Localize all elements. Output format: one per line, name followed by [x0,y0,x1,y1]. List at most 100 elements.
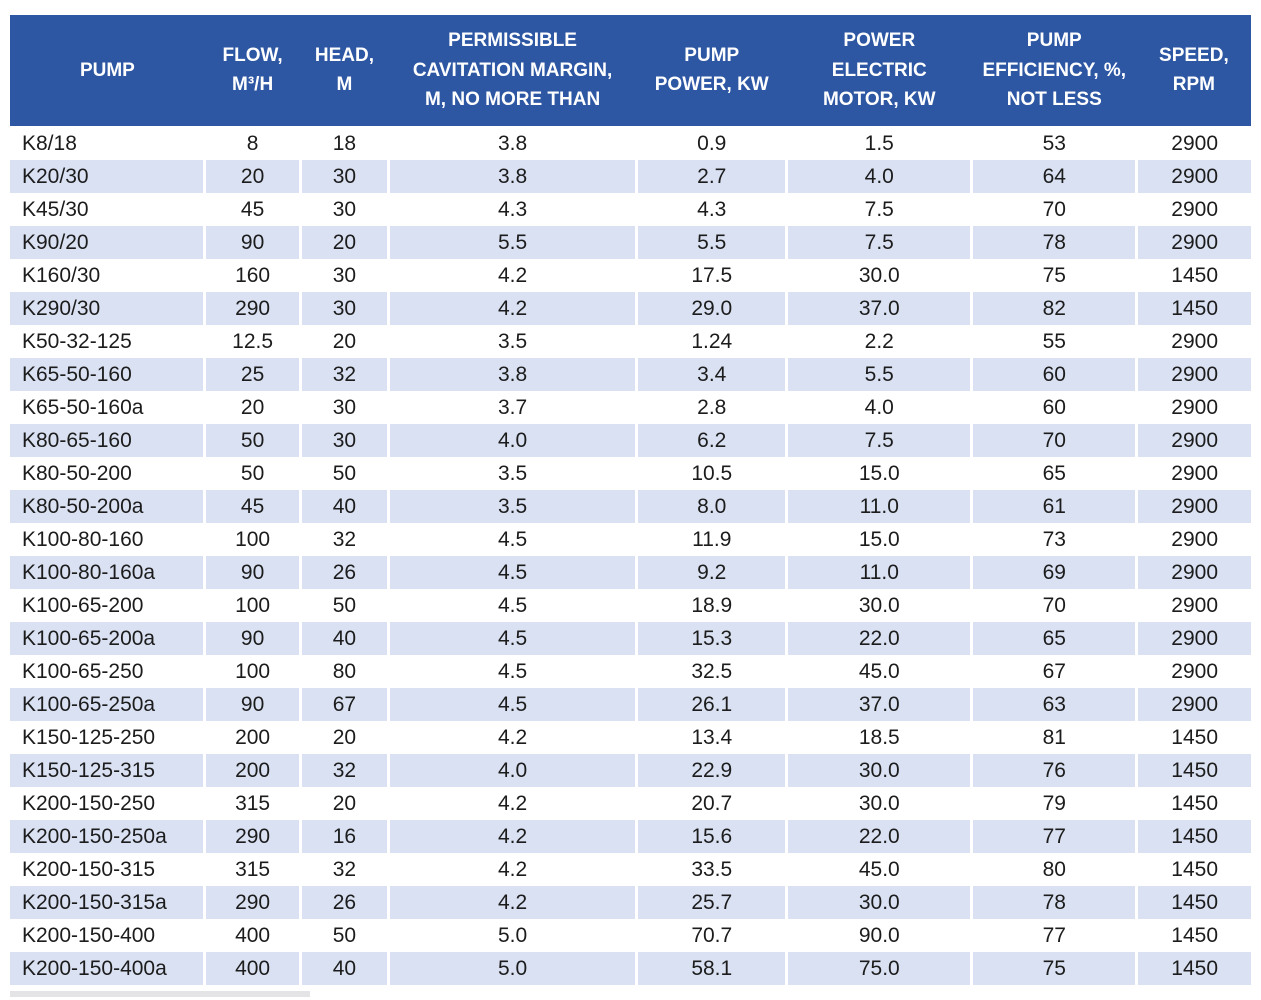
cell-speed: 2900 [1136,193,1251,226]
col-header-speed: SPEED, RPM [1136,15,1251,129]
cell-cavitation-margin: 3.8 [388,127,639,160]
cell-pump-name: K290/30 [10,292,207,325]
cell-speed: 2900 [1136,523,1251,556]
cell-pump-power: 29.0 [636,292,789,325]
cell-head: 30 [300,193,390,226]
cell-cavitation-margin: 3.5 [388,490,639,523]
cell-cavitation-margin: 4.5 [388,622,639,655]
cell-pump-name: K100-65-200a [10,622,207,655]
cell-pump-power: 8.0 [636,490,789,523]
cell-pump-power: 15.6 [636,820,789,853]
table-row: K65-50-160 25 32 3.8 3.4 5.5 60 2900 [10,358,1251,391]
cell-efficiency: 67 [971,655,1139,688]
col-header-flow: FLOW, M³/H [204,15,301,129]
cell-pump-name: K100-65-200 [10,589,207,622]
cell-efficiency: 78 [971,886,1139,919]
cell-motor-power: 11.0 [786,490,974,523]
table-row: K80-50-200 50 50 3.5 10.5 15.0 65 2900 [10,457,1251,490]
cell-efficiency: 70 [971,193,1139,226]
cell-motor-power: 7.5 [786,193,974,226]
table-row: K80-50-200a 45 40 3.5 8.0 11.0 61 2900 [10,490,1251,523]
cell-speed: 1450 [1136,259,1251,292]
col-header-pump: PUMP [10,15,205,129]
table-row: K200-150-400a 400 40 5.0 58.1 75.0 75 1450 [10,952,1251,985]
cell-cavitation-margin: 4.5 [388,556,639,589]
cell-pump-name: K65-50-160 [10,358,207,391]
cell-pump-power: 2.8 [636,391,789,424]
cell-pump-name: K200-150-315a [10,886,207,919]
cell-head: 30 [300,424,390,457]
cell-pump-power: 1.24 [636,325,789,358]
cell-motor-power: 30.0 [786,589,974,622]
header-row: PUMP FLOW, M³/H HEAD, M PERMISSIBLE CAVI… [10,15,1251,129]
cell-pump-name: K65-50-160a [10,391,207,424]
table-row: K45/30 45 30 4.3 4.3 7.5 70 2900 [10,193,1251,226]
cell-pump-power: 2.7 [636,160,789,193]
cell-pump-power: 9.2 [636,556,789,589]
cell-flow: 45 [204,193,302,226]
table-row: K100-80-160 100 32 4.5 11.9 15.0 73 2900 [10,523,1251,556]
cell-speed: 2900 [1136,391,1251,424]
cell-head: 32 [300,853,390,886]
cell-efficiency: 60 [971,358,1139,391]
cell-speed: 2900 [1136,556,1251,589]
cell-motor-power: 30.0 [786,787,974,820]
cell-motor-power: 18.5 [786,721,974,754]
cell-pump-power: 58.1 [636,952,789,985]
table-row: K65-50-160a 20 30 3.7 2.8 4.0 60 2900 [10,391,1251,424]
cell-pump-name: K200-150-250 [10,787,207,820]
cell-motor-power: 5.5 [786,358,974,391]
cell-head: 50 [300,457,390,490]
cell-speed: 2900 [1136,688,1251,721]
cell-head: 30 [300,292,390,325]
cell-efficiency: 77 [971,820,1139,853]
cell-cavitation-margin: 4.3 [388,193,639,226]
cell-pump-name: K200-150-400a [10,952,207,985]
cell-head: 30 [300,160,390,193]
cell-pump-name: K20/30 [10,160,207,193]
cell-flow: 200 [204,721,302,754]
cell-pump-power: 0.9 [636,127,789,160]
cell-pump-name: K100-65-250 [10,655,207,688]
cell-pump-power: 10.5 [636,457,789,490]
cell-flow: 50 [204,424,302,457]
cell-cavitation-margin: 4.2 [388,259,639,292]
cell-efficiency: 69 [971,556,1139,589]
cell-efficiency: 75 [971,259,1139,292]
cell-speed: 2900 [1136,160,1251,193]
cell-flow: 90 [204,556,302,589]
cell-motor-power: 45.0 [786,853,974,886]
cell-efficiency: 63 [971,688,1139,721]
cell-head: 40 [300,952,390,985]
cell-efficiency: 65 [971,622,1139,655]
cell-speed: 1450 [1136,292,1251,325]
table-row: K290/30 290 30 4.2 29.0 37.0 82 1450 [10,292,1251,325]
cell-speed: 2900 [1136,358,1251,391]
cell-speed: 1450 [1136,919,1251,952]
cell-head: 26 [300,886,390,919]
cell-pump-name: K80-50-200a [10,490,207,523]
cell-flow: 100 [204,523,302,556]
cell-flow: 20 [204,160,302,193]
cell-efficiency: 53 [971,127,1139,160]
cell-efficiency: 65 [971,457,1139,490]
cell-speed: 1450 [1136,952,1251,985]
table-row: K200-150-315a 290 26 4.2 25.7 30.0 78 1450 [10,886,1251,919]
cell-pump-name: K45/30 [10,193,207,226]
cell-flow: 12.5 [204,325,302,358]
cell-cavitation-margin: 5.0 [388,919,639,952]
table-row: K50-32-125 12.5 20 3.5 1.24 2.2 55 2900 [10,325,1251,358]
col-header-head: HEAD, M [300,15,389,129]
col-header-cavitation-margin: PERMISSIBLE CAVITATION MARGIN, M, NO MOR… [388,15,637,129]
cell-efficiency: 82 [971,292,1139,325]
cell-speed: 2900 [1136,325,1251,358]
cell-pump-power: 17.5 [636,259,789,292]
cell-motor-power: 4.0 [786,391,974,424]
table-row: K100-65-250a 90 67 4.5 26.1 37.0 63 2900 [10,688,1251,721]
cell-motor-power: 1.5 [786,127,974,160]
cell-efficiency: 77 [971,919,1139,952]
cell-efficiency: 70 [971,589,1139,622]
cell-pump-power: 15.3 [636,622,789,655]
cell-speed: 1450 [1136,886,1251,919]
